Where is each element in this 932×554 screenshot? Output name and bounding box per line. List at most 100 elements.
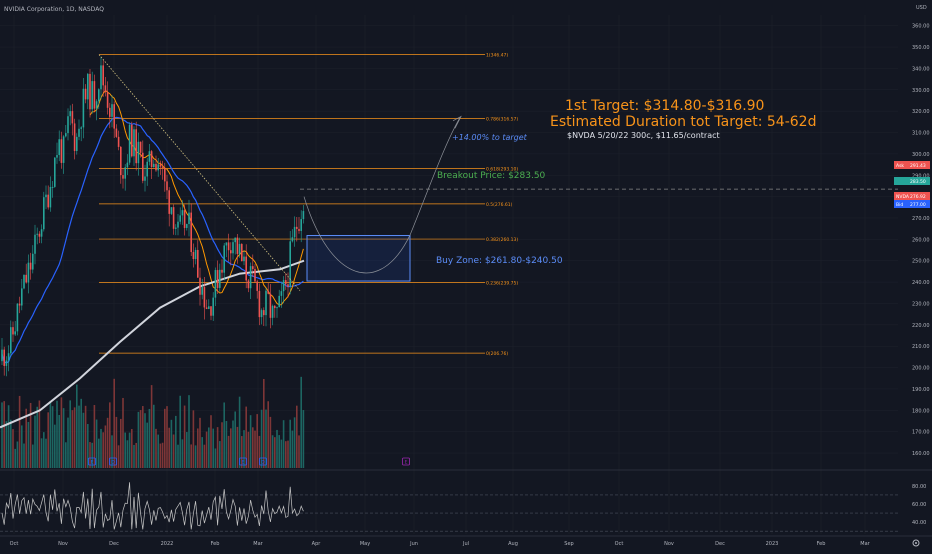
gear-icon[interactable] <box>912 539 920 547</box>
candle-body <box>293 226 296 238</box>
projection-path <box>303 117 461 274</box>
fib-label: 0.236(239.75) <box>486 281 518 287</box>
fib-label: 0(206.76) <box>486 351 508 357</box>
volume-bar <box>252 427 254 468</box>
volume-bar <box>47 412 49 468</box>
candle-body <box>89 73 91 110</box>
rsi-pane: 80.00 60.00 40.00 <box>0 482 926 532</box>
volume-bar <box>122 397 124 468</box>
candle-body <box>21 288 23 306</box>
candle-body <box>298 228 300 231</box>
candle-body <box>1 349 3 362</box>
volume-bar <box>40 438 43 468</box>
price-badge-label: Ask <box>896 163 904 169</box>
duration-text: Estimated Duration tot Target: 54-62d <box>550 114 816 130</box>
candle-body <box>133 129 135 157</box>
volume-bar <box>302 410 305 468</box>
volume-bar <box>155 428 157 468</box>
axes: 360.00 350.00 340.00 330.00 320.00 310.00 300.… <box>0 24 932 547</box>
candle-body <box>27 262 30 283</box>
candle-body <box>29 262 32 270</box>
volume-bar <box>276 429 278 468</box>
candle-body <box>241 244 243 262</box>
ma-white-line <box>0 259 305 429</box>
volume-bar <box>1 402 3 468</box>
y-tick-label: 310.00 <box>912 131 930 137</box>
volume-bar <box>249 415 252 468</box>
candle-body <box>32 253 34 270</box>
candle-body <box>256 281 258 291</box>
event-marker-label: E <box>405 460 408 466</box>
volume-bar <box>153 404 155 468</box>
x-tick-label: Mar <box>253 541 263 547</box>
candle-body <box>188 212 190 225</box>
projection-arrow <box>452 115 462 129</box>
volume-bar <box>45 438 47 468</box>
candle-body <box>62 136 65 163</box>
volume-bar <box>137 411 140 468</box>
volume-bar <box>100 428 102 468</box>
volume-bar <box>203 444 206 468</box>
candle-body <box>60 139 63 163</box>
volume-bar <box>10 419 12 468</box>
candle-body <box>7 353 10 361</box>
volume-bar <box>131 429 133 468</box>
volume-bar <box>150 385 153 468</box>
candle-body <box>168 190 170 214</box>
candle-body <box>203 287 206 308</box>
y-tick-label: 180.00 <box>912 408 930 414</box>
rsi-tick-label: 40.00 <box>912 520 926 526</box>
volume-bar <box>34 415 36 468</box>
candle-body <box>276 307 278 309</box>
rsi-tick-label: 60.00 <box>912 502 926 508</box>
volume-bar <box>258 435 261 468</box>
y-tick-label: 170.00 <box>912 430 930 436</box>
candle-body <box>230 250 232 254</box>
volume-bar <box>168 427 170 468</box>
volume-bar <box>115 416 118 468</box>
volume-bar <box>287 440 289 468</box>
price-badge <box>894 200 930 208</box>
candle-body <box>271 305 274 318</box>
candle-body <box>47 194 49 208</box>
volume-bar <box>104 425 107 468</box>
candle-body <box>179 215 181 222</box>
volume-bar <box>285 441 287 468</box>
volume-bar <box>126 440 129 468</box>
candle-body <box>291 237 294 242</box>
volume-bar <box>208 427 210 468</box>
target-1-text: 1st Target: $314.80-$316.90 <box>565 98 764 114</box>
candle-body <box>67 116 69 134</box>
volume-bar <box>84 405 87 468</box>
volume-bar <box>280 439 283 468</box>
candle-body <box>287 284 289 287</box>
event-marker <box>402 457 410 466</box>
volume-bar <box>111 435 113 468</box>
volume-bar <box>265 409 267 468</box>
fib-label: 0.786(316.57) <box>486 116 518 122</box>
volume-bar <box>219 441 221 468</box>
volume-bar <box>170 419 173 468</box>
candle-body <box>296 226 298 229</box>
volume-bar <box>21 425 23 468</box>
volume-bar <box>56 400 58 468</box>
volume-bar <box>89 442 91 468</box>
candle-body <box>278 295 280 308</box>
volume-bar <box>177 444 179 468</box>
candle-body <box>210 306 212 316</box>
y-tick-label: 360.00 <box>912 24 930 30</box>
candle-body <box>205 307 208 309</box>
candle-body <box>234 237 236 243</box>
volume-bar <box>293 417 296 468</box>
volume-bar <box>230 428 232 468</box>
candle-body <box>166 181 168 191</box>
option-note-text: $NVDA 5/20/22 300c, $11.65/contract <box>567 131 720 140</box>
candle-body <box>56 155 58 158</box>
y-tick-label: 220.00 <box>912 323 930 329</box>
volume-bar <box>274 437 276 468</box>
fib-label: 0.5(276.61) <box>486 202 513 208</box>
event-marker-label: D <box>111 460 115 466</box>
candle-body <box>78 128 80 137</box>
x-tick-label: Oct <box>615 541 624 547</box>
candle-body <box>172 207 175 229</box>
